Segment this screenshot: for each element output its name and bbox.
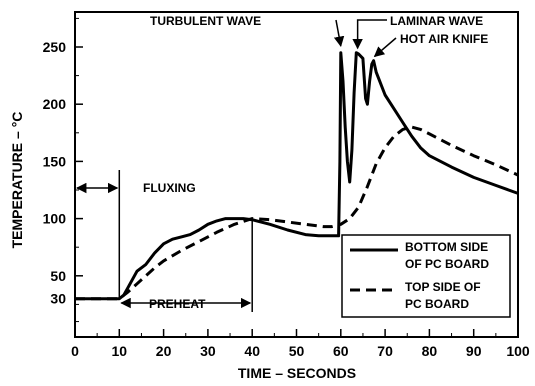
annotation-fluxing: FLUXING [143,181,196,195]
legend-label-bottom-line1: BOTTOM SIDE [405,240,488,254]
x-tick-label-70: 70 [377,343,393,359]
annotation-hot-air-knife: HOT AIR KNIFE [400,32,488,46]
annotation-laminar-wave: LAMINAR WAVE [390,14,483,28]
legend-label-top-line1: TOP SIDE OF [405,280,481,294]
annotation-turbulent-wave: TURBULENT WAVE [150,14,261,28]
series-lines [75,51,519,301]
y-tick-label-50: 50 [50,268,66,284]
laminar-wave-arrow [352,19,387,50]
y-tick-label-30: 30 [50,291,66,307]
y-tick-label-100: 100 [43,211,67,227]
x-tick-label-100: 100 [506,343,530,359]
legend [341,234,511,318]
y-axis-title: TEMPERATURE – °C [9,112,25,249]
ticks: 0 10 20 30 40 50 60 70 80 90 100 30 50 100 150 200 250 [43,17,530,359]
hot-air-knife-arrow [373,37,397,58]
series-line-bottom-side [75,51,519,301]
y-tick-label-150: 150 [43,153,67,169]
series-line-top-side [75,125,519,301]
x-tick-label-60: 60 [333,343,349,359]
x-tick-label-90: 90 [466,343,482,359]
x-axis-title: TIME – SECONDS [238,365,356,381]
legend-label-bottom-line2: OF PC BOARD [405,257,489,271]
x-tick-label-40: 40 [244,343,260,359]
y-tick-label-250: 250 [43,39,67,55]
x-tick-label-30: 30 [200,343,216,359]
x-tick-label-80: 80 [422,343,438,359]
annotations [75,19,397,312]
x-tick-label-50: 50 [289,343,305,359]
x-tick-label-0: 0 [71,343,79,359]
y-tick-label-200: 200 [43,96,67,112]
legend-label-top-line2: PC BOARD [405,297,469,311]
annotation-preheat: PREHEAT [149,297,206,311]
x-tick-label-20: 20 [156,343,172,359]
turbulent-wave-arrow [333,19,345,48]
x-tick-label-10: 10 [112,343,128,359]
